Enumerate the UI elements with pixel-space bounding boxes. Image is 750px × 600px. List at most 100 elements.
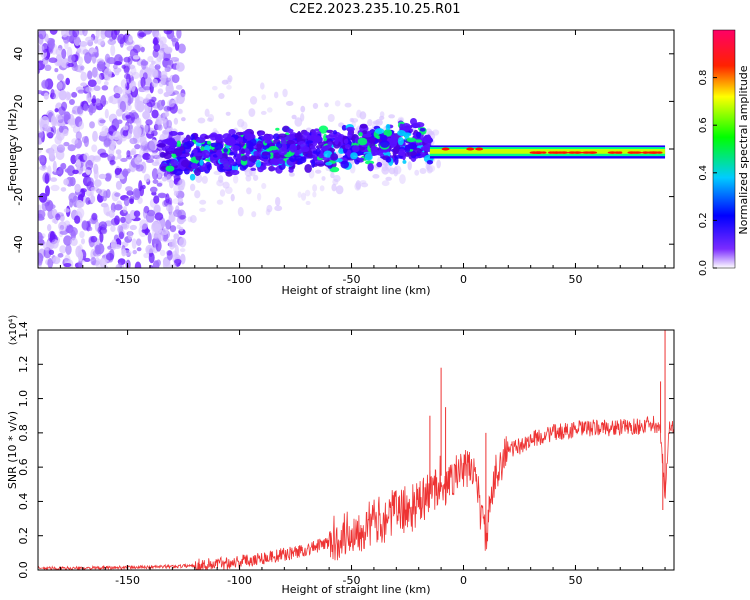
- spectrogram-blob: [193, 152, 203, 157]
- spectrogram-blob: [57, 252, 64, 258]
- spectrogram-blob: [330, 172, 335, 179]
- colorbar: 0.0 0.2 0.4 0.6 0.8 Normalized spectral ampl…: [698, 29, 750, 276]
- spectrogram-blob: [154, 64, 161, 70]
- spectrogram-blob: [311, 159, 316, 168]
- spectrogram-blob: [248, 108, 256, 117]
- spectrogram-blob: [74, 183, 81, 193]
- top-y-ticks: -40 -20 0 20 40: [12, 47, 674, 253]
- spectrogram-blob: [117, 33, 126, 45]
- bottom-y-tick-label: 1.2: [17, 356, 30, 374]
- spectrogram-blob: [57, 114, 65, 124]
- spectrogram-blob: [93, 168, 99, 180]
- spectrogram-blob: [230, 145, 240, 151]
- spectrogram-blob: [266, 204, 273, 213]
- spectrogram-blob: [38, 132, 44, 138]
- spectrogram-blob: [79, 188, 87, 193]
- spectrogram-blob: [103, 68, 112, 80]
- spectrogram-blob: [165, 219, 172, 230]
- spectrogram-blob: [59, 245, 67, 254]
- spectrogram-blob: [96, 188, 103, 194]
- spectrogram-blob: [388, 167, 396, 175]
- spectrogram-blob: [177, 197, 183, 204]
- spectrogram-blob: [132, 55, 140, 60]
- spectrogram-blob: [199, 207, 206, 212]
- spectrogram-blob: [148, 252, 155, 264]
- spectrogram-blob: [77, 56, 84, 65]
- spectrogram-blob: [190, 134, 196, 142]
- spectrogram-blob: [55, 47, 63, 57]
- spectrogram-blob: [237, 118, 245, 128]
- spectrogram-blob: [367, 163, 374, 172]
- spectrogram-blob: [381, 166, 390, 175]
- spectrogram-blob: [230, 193, 235, 202]
- spectrogram-blob: [71, 105, 81, 115]
- spectrogram-blob: [40, 115, 50, 128]
- spectrogram-blob: [38, 215, 45, 221]
- spectrogram-blob: [291, 114, 297, 120]
- spectrogram-blob: [366, 130, 371, 136]
- spectrogram-blob: [133, 127, 142, 139]
- spectrogram-blob: [67, 54, 76, 63]
- spectrogram-blob: [140, 76, 146, 88]
- spectrogram-blob: [48, 44, 54, 54]
- spectrogram-blob: [343, 138, 349, 144]
- spectrogram-blob: [248, 144, 254, 152]
- spectrogram-blob: [372, 120, 380, 125]
- spectrogram-blob: [166, 204, 174, 212]
- spectrogram-blob: [407, 151, 418, 156]
- spectrogram-blob: [239, 165, 247, 171]
- spectrogram-blob: [141, 184, 146, 190]
- spectrogram-blob: [344, 102, 352, 108]
- spectrogram-blob: [98, 221, 108, 231]
- spectrogram-blob: [189, 183, 196, 192]
- spectrogram-blob: [80, 71, 88, 82]
- spectrogram-blob: [204, 135, 211, 139]
- spectrogram-blob: [76, 159, 81, 170]
- spectrogram-blob: [366, 137, 376, 144]
- spectrogram-blob: [172, 198, 179, 205]
- spectrogram-blob: [177, 43, 186, 54]
- bottom-x-tick-label: -100: [227, 574, 252, 587]
- spectrogram-blob: [61, 48, 67, 60]
- spectrogram-blob: [317, 163, 325, 167]
- top-y-axis-label: Frequency (Hz): [6, 109, 19, 192]
- spectrogram-blob: [143, 30, 153, 35]
- spectrogram-blob: [276, 141, 283, 149]
- spectrogram-blob: [151, 78, 159, 88]
- spectrogram-blob: [134, 143, 141, 150]
- spectrogram-blob: [204, 108, 210, 117]
- spectrogram-blob: [56, 144, 66, 153]
- spectrogram-blob: [130, 80, 136, 92]
- spectrogram-blob: [203, 144, 211, 152]
- carrier-peak: [466, 147, 475, 151]
- spectrogram-blob: [157, 88, 164, 95]
- spectrogram-blob: [144, 124, 149, 134]
- spectrogram-blob: [123, 65, 130, 74]
- spectrogram-blob: [117, 224, 124, 234]
- carrier-peak: [609, 151, 616, 154]
- spectrogram-blob: [206, 117, 213, 122]
- spectrogram-blob: [173, 168, 183, 176]
- spectrogram-blob: [94, 98, 101, 107]
- spectrogram-blob: [194, 190, 201, 199]
- bottom-x-tick-label: 50: [568, 574, 582, 587]
- spectrogram-blob: [171, 35, 176, 47]
- spectrogram-blob: [162, 176, 168, 182]
- spectrogram-blob: [110, 239, 117, 250]
- spectrogram-blob: [71, 91, 78, 98]
- spectrogram-blob: [175, 84, 183, 90]
- spectrogram-blob: [312, 102, 319, 110]
- spectrogram-blob: [51, 218, 57, 223]
- spectrogram-blob: [177, 131, 184, 136]
- spectrogram-blob: [113, 118, 118, 127]
- spectrogram-blob: [172, 153, 177, 159]
- carrier-peak: [570, 151, 576, 154]
- spectrogram-blob: [145, 212, 155, 223]
- spectrogram-blob: [153, 234, 162, 240]
- spectrogram-blob: [374, 128, 385, 134]
- spectrogram-blob: [143, 173, 151, 183]
- spectrogram-blob: [296, 144, 301, 151]
- spectrogram-blob: [158, 117, 167, 124]
- spectrogram-blob: [301, 192, 307, 201]
- carrier-peak: [617, 151, 623, 154]
